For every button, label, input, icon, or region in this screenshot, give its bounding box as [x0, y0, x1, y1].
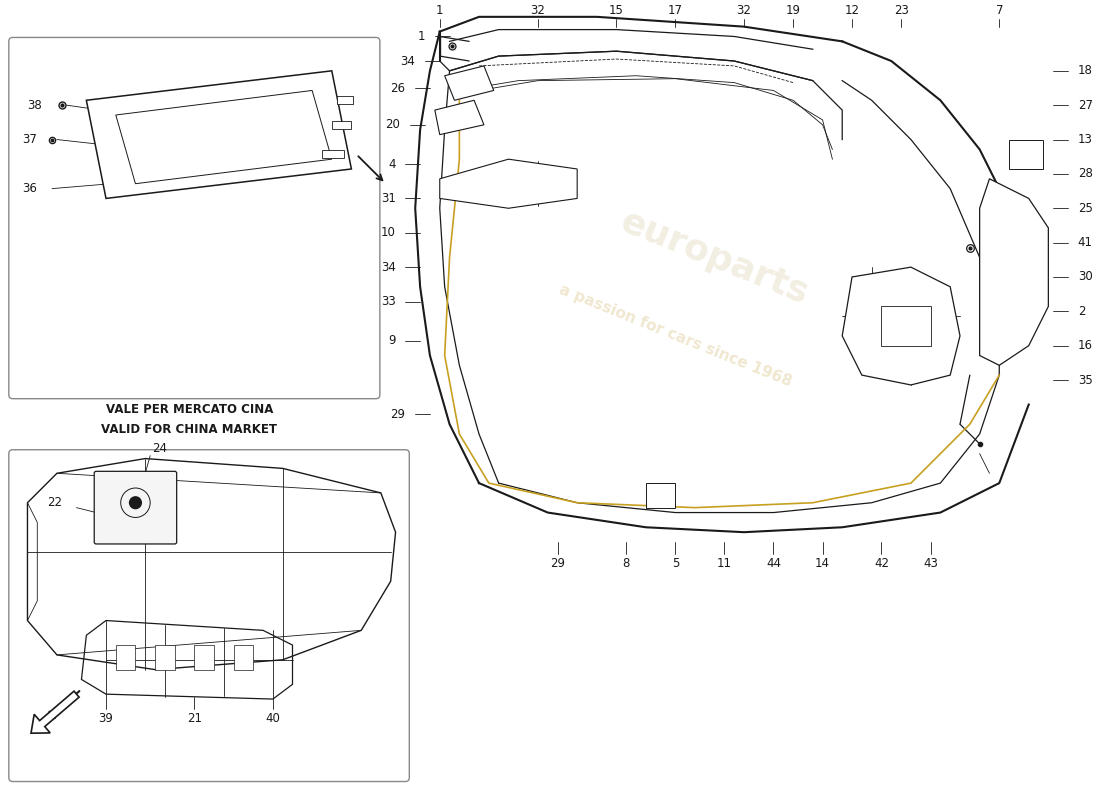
Text: 1: 1: [418, 30, 425, 43]
Text: 25: 25: [1078, 202, 1092, 214]
Text: 34: 34: [400, 54, 415, 67]
FancyBboxPatch shape: [95, 471, 177, 544]
Bar: [332, 121, 351, 129]
Text: 18: 18: [1078, 64, 1092, 78]
Text: 35: 35: [1078, 374, 1092, 386]
Text: 32: 32: [737, 4, 751, 17]
Text: 11: 11: [717, 557, 732, 570]
Text: 21: 21: [187, 712, 201, 725]
Text: 7: 7: [996, 4, 1003, 17]
Text: 8: 8: [623, 557, 630, 570]
FancyBboxPatch shape: [9, 38, 380, 398]
Circle shape: [130, 497, 141, 509]
Bar: [233, 645, 253, 670]
Text: 20: 20: [386, 118, 400, 131]
Text: 42: 42: [874, 557, 889, 570]
Text: 19: 19: [785, 4, 801, 17]
FancyArrow shape: [31, 691, 79, 733]
Text: VALE PER MERCATO CINA: VALE PER MERCATO CINA: [106, 403, 273, 416]
Text: 33: 33: [381, 295, 396, 308]
Bar: [155, 645, 175, 670]
Text: 30: 30: [1078, 270, 1092, 283]
Text: 2: 2: [1078, 305, 1086, 318]
Polygon shape: [87, 71, 351, 198]
Text: 38: 38: [28, 98, 42, 112]
Text: 1: 1: [436, 4, 443, 17]
Text: europarts: europarts: [616, 204, 814, 310]
Text: 9: 9: [388, 334, 396, 347]
Bar: [337, 96, 353, 104]
Polygon shape: [116, 90, 332, 184]
Text: 31: 31: [381, 192, 396, 205]
Bar: [1009, 139, 1044, 169]
Bar: [881, 306, 931, 346]
Text: 28: 28: [1078, 167, 1092, 180]
Text: 29: 29: [550, 557, 565, 570]
Text: 16: 16: [1078, 339, 1092, 352]
Polygon shape: [843, 267, 960, 385]
Text: 41: 41: [1078, 236, 1092, 249]
Text: a passion for cars since 1968: a passion for cars since 1968: [557, 282, 794, 390]
Text: 27: 27: [1078, 98, 1092, 112]
Text: 36: 36: [22, 182, 37, 195]
Polygon shape: [434, 100, 484, 134]
Text: 23: 23: [893, 4, 909, 17]
Text: 10: 10: [381, 226, 396, 239]
Bar: [195, 645, 214, 670]
Text: 40: 40: [265, 712, 280, 725]
Polygon shape: [440, 159, 578, 208]
Polygon shape: [980, 179, 1048, 366]
Bar: [116, 645, 135, 670]
Polygon shape: [444, 66, 494, 100]
Text: 37: 37: [22, 133, 37, 146]
Text: 12: 12: [845, 4, 859, 17]
Text: 26: 26: [390, 82, 406, 95]
Text: 13: 13: [1078, 133, 1092, 146]
Bar: [322, 150, 343, 158]
Text: 22: 22: [47, 496, 62, 510]
Text: 14: 14: [815, 557, 830, 570]
Text: 17: 17: [668, 4, 683, 17]
Text: 15: 15: [609, 4, 624, 17]
FancyBboxPatch shape: [9, 450, 409, 782]
Text: 43: 43: [923, 557, 938, 570]
Text: 29: 29: [390, 408, 406, 421]
Text: 32: 32: [530, 4, 546, 17]
Text: 5: 5: [672, 557, 679, 570]
Text: 34: 34: [381, 261, 396, 274]
Text: 24: 24: [153, 442, 167, 455]
Text: 39: 39: [99, 712, 113, 725]
Text: 44: 44: [766, 557, 781, 570]
Bar: [646, 483, 675, 508]
Text: VALID FOR CHINA MARKET: VALID FOR CHINA MARKET: [101, 422, 277, 436]
Text: 4: 4: [388, 158, 396, 170]
